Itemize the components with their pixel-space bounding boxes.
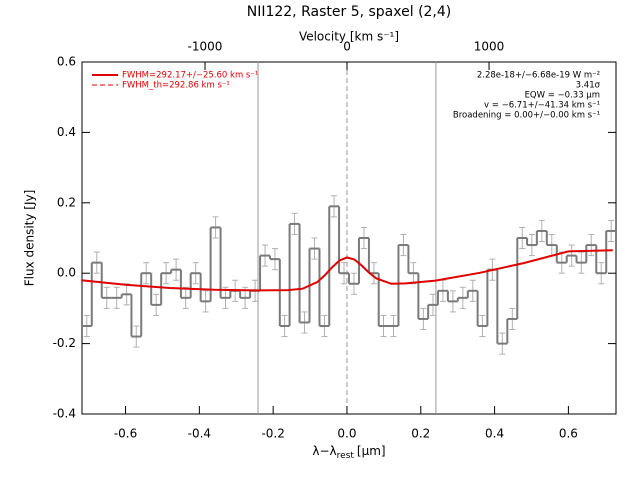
annotation: EQW = −0.33 μm (525, 91, 600, 101)
x-tick-label: 0.2 (411, 427, 430, 441)
plot-frame (81, 61, 617, 415)
x-tick-label: 0.6 (559, 427, 578, 441)
y-tick-label: 0.2 (57, 195, 76, 209)
y-tick-label: -0.2 (53, 336, 76, 350)
x2-tick-label: -1000 (188, 40, 223, 54)
x-tick-label: 0.0 (337, 427, 356, 441)
annotation: Broadening = 0.00+/−0.00 km s⁻¹ (453, 111, 600, 121)
x-label-sub: rest (337, 451, 355, 461)
legend-label: FWHM_th=292.86 km s⁻¹ (122, 81, 230, 91)
x2-tick-label: 0 (343, 40, 351, 54)
x-axis-label: λ−λrest [μm] (312, 444, 385, 461)
x-label-unit: [μm] (357, 444, 386, 458)
annotation: 2.28e-18+/−6.68e-19 W m⁻² (477, 71, 600, 81)
y-tick-label: 0.6 (57, 55, 76, 69)
y-tick-label: -0.4 (53, 407, 76, 421)
y-tick-label: 0.4 (57, 125, 76, 139)
x-label-main: λ−λ (312, 444, 336, 458)
annotation: v = −6.71+/−41.34 km s⁻¹ (484, 101, 600, 111)
y-tick-label: 0.0 (57, 266, 76, 280)
chart-title: NII122, Raster 5, spaxel (2,4) (247, 4, 452, 20)
x-tick-label: -0.6 (114, 427, 137, 441)
x-tick-label: 0.4 (485, 427, 504, 441)
x-tick-label: -0.2 (261, 427, 284, 441)
x2-tick-label: 1000 (474, 40, 505, 54)
x2-axis-label: Velocity [km s⁻¹] (299, 30, 399, 44)
annotation: 3.41σ (576, 81, 601, 91)
x-tick-label: -0.4 (188, 427, 211, 441)
y-axis-label: Flux density [Jy] (23, 190, 37, 287)
fit-line (81, 249, 613, 291)
legend-label: FWHM=292.17+/−25.60 km s⁻¹ (122, 71, 258, 81)
